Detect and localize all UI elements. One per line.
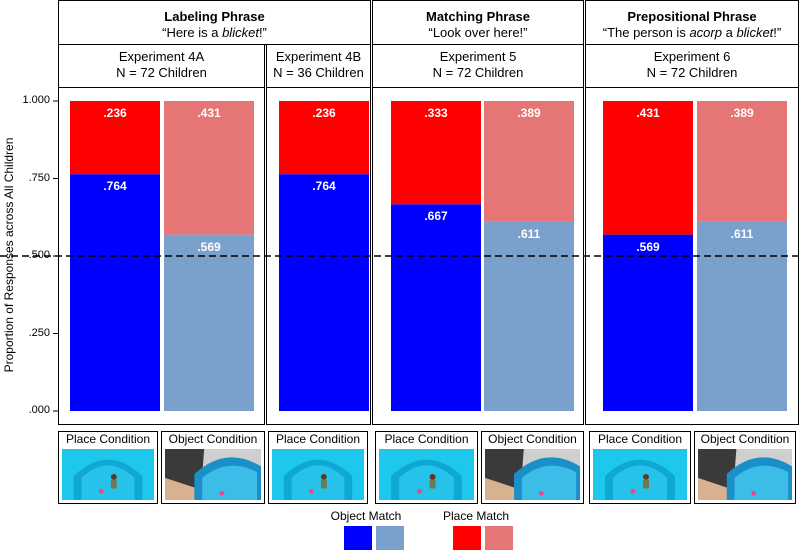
bar-object-match — [391, 204, 481, 411]
phrase-title-labeling: Labeling Phrase — [164, 9, 265, 24]
plot-panel-box — [266, 87, 371, 425]
phrase-title-matching: Matching Phrase — [425, 9, 531, 24]
bar-place-match — [279, 101, 369, 175]
bar-place-match — [391, 101, 481, 205]
condition-place-5: Place Condition — [375, 431, 478, 504]
bar-object-match — [697, 221, 787, 411]
y-tick-label: .500 — [28, 249, 50, 261]
y-tick-label: 1.000 — [22, 94, 50, 106]
plot-panel-box — [58, 87, 265, 425]
bar-place-match — [70, 101, 160, 175]
bar-label-object-match: .569 — [636, 239, 660, 254]
bar-label-place-match: .236 — [103, 106, 127, 120]
y-tick-label: .750 — [28, 171, 50, 184]
phrase-subtitle-labeling: “Here is a blicket!” — [162, 25, 267, 40]
condition-object-6: Object Condition — [694, 431, 796, 504]
bar-place-match — [697, 101, 787, 222]
legend-swatch-place-dark — [453, 526, 481, 550]
condition-object-5: Object Condition — [481, 431, 584, 504]
condition-label: Place Condition — [597, 432, 683, 446]
phrase-header-prepositional: Prepositional Phrase “The person is acor… — [585, 9, 799, 41]
legend-swatch-place-light — [485, 526, 513, 550]
condition-label: Place Condition — [275, 432, 361, 446]
bar-label-place-match: .236 — [312, 106, 336, 120]
legend-swatch-object-dark — [344, 526, 372, 550]
bar-object-match — [164, 234, 254, 411]
bar-label-place-match: .333 — [424, 106, 448, 120]
experiment-header-4a: Experiment 4A N = 72 Children — [116, 49, 207, 80]
bar-object-match — [484, 221, 574, 411]
bar-label-place-match: .389 — [517, 106, 541, 120]
legend-object-match-label: Object Match — [330, 509, 402, 523]
phrase-header-labeling: Labeling Phrase “Here is a blicket!” — [58, 9, 371, 41]
phrase-subtitle-prepositional: “The person is acorp a blicket!” — [602, 25, 782, 40]
bar-label-place-match: .431 — [636, 106, 660, 120]
condition-place-4b: Place Condition — [268, 431, 368, 504]
bar-label-place-match: .431 — [197, 106, 221, 120]
object-scene-image — [698, 449, 792, 500]
condition-label: Object Condition — [488, 432, 577, 446]
bar-place-match — [484, 101, 574, 222]
place-scene-image — [272, 449, 364, 500]
condition-label: Place Condition — [384, 432, 469, 446]
y-tick-label: .000 — [28, 404, 50, 416]
bar-label-object-match: .667 — [424, 209, 448, 224]
condition-object-4a: Object Condition — [161, 431, 265, 504]
bar-label-object-match: .764 — [312, 179, 336, 194]
place-scene-image — [379, 449, 474, 500]
bar-label-object-match: .569 — [197, 239, 221, 254]
plot-panel-box — [372, 87, 584, 425]
condition-place-4a: Place Condition — [58, 431, 158, 504]
plot-panel-box — [585, 87, 799, 425]
condition-place-6: Place Condition — [589, 431, 691, 504]
phrase-subtitle-matching: “Look over here!” — [428, 25, 528, 40]
object-scene-image — [485, 449, 580, 500]
legend-place-match-label: Place Match — [442, 509, 510, 523]
bar-place-match — [164, 101, 254, 235]
bar-label-object-match: .764 — [103, 179, 127, 194]
bar-label-object-match: .611 — [517, 226, 541, 241]
experiment-header-4b: Experiment 4B N = 36 Children — [273, 49, 364, 80]
place-scene-image — [593, 449, 687, 500]
condition-label: Place Condition — [65, 432, 151, 446]
place-scene-image — [62, 449, 154, 500]
phrase-title-prepositional: Prepositional Phrase — [627, 9, 757, 24]
y-tick-label: .250 — [28, 326, 50, 339]
bar-object-match — [279, 174, 369, 411]
phrase-header-matching: Matching Phrase “Look over here!” — [372, 9, 584, 41]
bar-label-place-match: .389 — [730, 106, 754, 120]
bar-label-object-match: .611 — [730, 226, 754, 241]
object-scene-image — [165, 449, 261, 500]
bar-object-match — [70, 174, 160, 411]
bar-place-match — [603, 101, 693, 235]
condition-label: Object Condition — [700, 432, 790, 446]
bar-object-match — [603, 234, 693, 411]
legend-swatch-object-light — [376, 526, 404, 550]
condition-label: Object Condition — [168, 432, 258, 446]
